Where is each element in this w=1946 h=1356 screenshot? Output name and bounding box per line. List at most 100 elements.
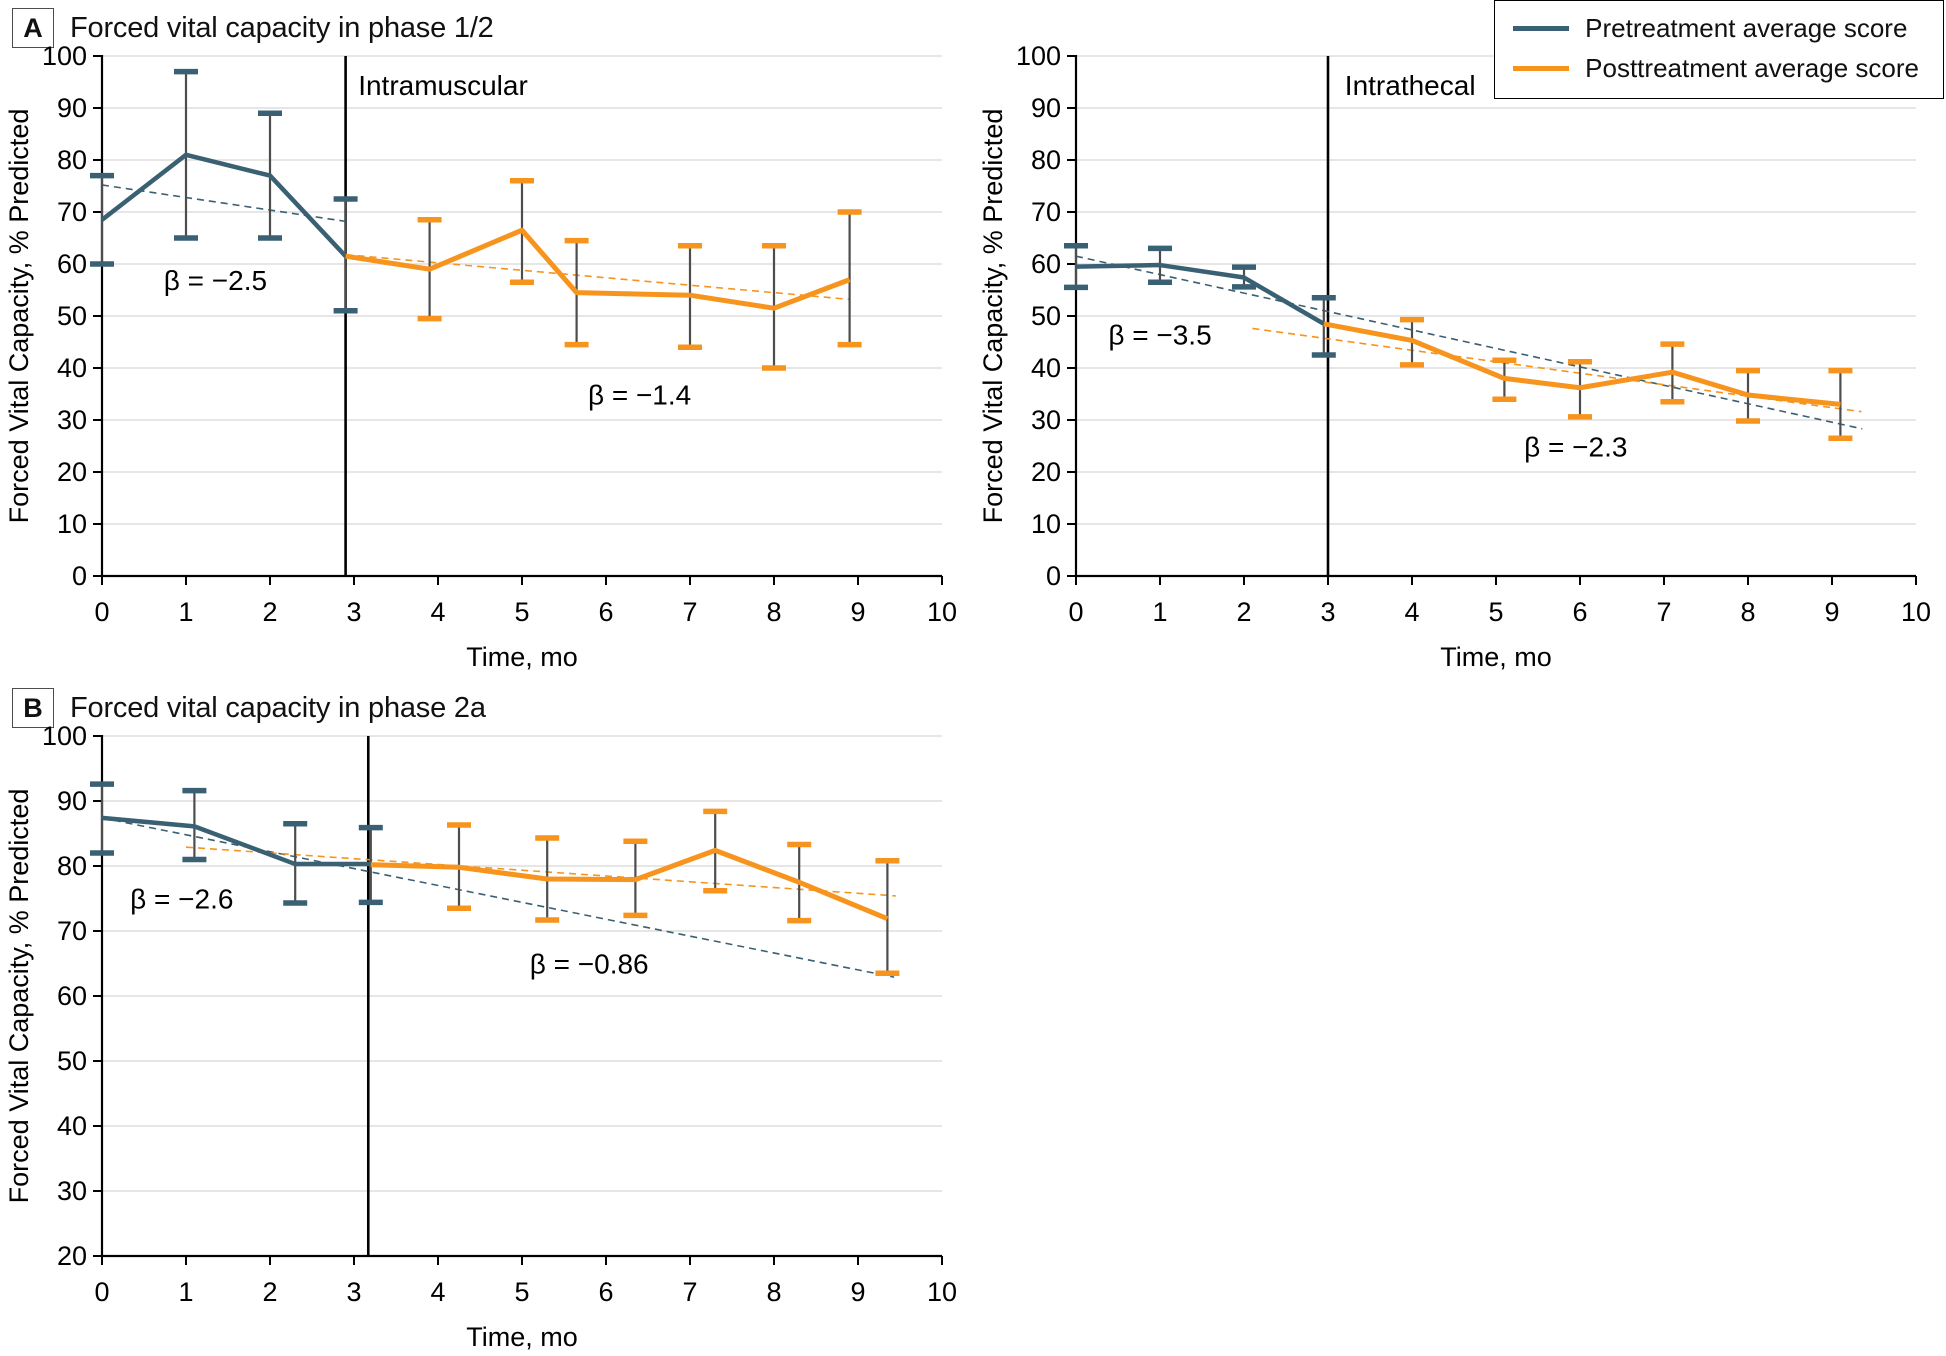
x-tick-label: 3 [346, 597, 361, 627]
y-tick-label: 20 [1031, 457, 1061, 487]
x-tick-label: 10 [1901, 597, 1931, 627]
legend: Pretreatment average score Posttreatment… [1494, 0, 1944, 99]
y-tick-label: 40 [57, 353, 87, 383]
series-line-posttreatment [345, 227, 851, 311]
beta-annotation: β = −2.5 [164, 265, 267, 296]
x-axis-label: Time, mo [466, 642, 578, 672]
panel-a-title: Forced vital capacity in phase 1/2 [70, 11, 494, 44]
chart-svg-phase12-intramuscular: 0 10 20 30 40 50 60 70 80 90 100 0 1 2 3 4 5 6 7 8 9 10 Forced… [4, 41, 957, 672]
y-tick-label: 40 [57, 1111, 87, 1141]
x-tick-label: 2 [1236, 597, 1251, 627]
x-tick-label: 6 [598, 597, 613, 627]
x-tick-label: 3 [1320, 597, 1335, 627]
y-tick-label: 90 [1031, 93, 1061, 123]
y-tick-label: 80 [1031, 145, 1061, 175]
panel-b-title: Forced vital capacity in phase 2a [70, 691, 486, 724]
beta-annotation: β = −3.5 [1108, 320, 1211, 351]
x-tick-label: 9 [850, 597, 865, 627]
beta-annotation: β = −1.4 [588, 379, 691, 410]
x-tick-label: 0 [1068, 597, 1083, 627]
x-tick-label: 1 [178, 1277, 193, 1307]
y-tick-label: 30 [57, 1176, 87, 1206]
y-tick-label: 80 [57, 145, 87, 175]
x-tick-label: 5 [514, 1277, 529, 1307]
x-tick-label: 8 [1740, 597, 1755, 627]
y-tick-label: 50 [57, 301, 87, 331]
y-axis-label: Forced Vital Capacity, % Predicted [978, 109, 1008, 524]
x-tick-label: 6 [598, 1277, 613, 1307]
group-label: Intrathecal [1345, 70, 1476, 101]
trend-line-post [185, 846, 896, 897]
x-tick-label: 9 [1824, 597, 1839, 627]
chart-phase2a: 20 30 40 50 60 70 80 90 100 0 1 2 3 4 5 6 7 8 9 10 Forced Vi… [2, 716, 970, 1356]
y-tick-label: 0 [1046, 561, 1061, 591]
x-axis-label: Time, mo [466, 1322, 578, 1352]
trend-line-post [1252, 327, 1862, 413]
x-tick-label: 5 [514, 597, 529, 627]
trend-line-pre [1075, 255, 1863, 430]
y-tick-label: 10 [57, 509, 87, 539]
y-tick-label: 20 [57, 457, 87, 487]
x-tick-label: 6 [1572, 597, 1587, 627]
x-tick-label: 2 [262, 597, 277, 627]
x-tick-label: 3 [346, 1277, 361, 1307]
legend-label-posttreatment: Posttreatment average score [1585, 53, 1919, 83]
y-tick-label: 100 [42, 721, 87, 751]
x-tick-label: 7 [1656, 597, 1671, 627]
beta-annotation: β = −0.86 [530, 948, 649, 979]
y-tick-label: 70 [1031, 197, 1061, 227]
panel-a-header: A Forced vital capacity in phase 1/2 [12, 8, 494, 48]
x-tick-label: 4 [430, 597, 445, 627]
y-tick-label: 0 [72, 561, 87, 591]
series-line-pretreatment [100, 152, 348, 258]
y-tick-label: 50 [57, 1046, 87, 1076]
series-line-pretreatment [101, 815, 371, 867]
group-label: Intramuscular [358, 70, 528, 101]
series-line-posttreatment [370, 847, 889, 921]
y-tick-label: 60 [57, 981, 87, 1011]
beta-annotation: β = −2.6 [130, 883, 233, 914]
x-tick-label: 10 [927, 1277, 957, 1307]
series-line-posttreatment [1323, 321, 1841, 407]
posttreatment-line-swatch [1513, 66, 1570, 71]
y-tick-label: 10 [1031, 509, 1061, 539]
x-tick-label: 5 [1488, 597, 1503, 627]
y-tick-label: 60 [57, 249, 87, 279]
trend-line-pre [101, 817, 895, 978]
x-tick-label: 4 [1404, 597, 1419, 627]
y-tick-label: 100 [1016, 41, 1061, 71]
x-tick-label: 0 [94, 1277, 109, 1307]
y-tick-label: 20 [57, 1241, 87, 1271]
x-tick-label: 1 [178, 597, 193, 627]
x-axis-label: Time, mo [1440, 642, 1552, 672]
y-axis-label: Forced Vital Capacity, % Predicted [4, 789, 34, 1204]
chart-svg-phase2a: 20 30 40 50 60 70 80 90 100 0 1 2 3 4 5 6 7 8 9 10 Forced Vi… [4, 721, 957, 1352]
y-tick-label: 90 [57, 93, 87, 123]
y-tick-label: 30 [1031, 405, 1061, 435]
legend-item-posttreatment: Posttreatment average score [1513, 53, 1919, 84]
x-tick-label: 0 [94, 597, 109, 627]
chart-svg-phase12-intrathecal: 0 10 20 30 40 50 60 70 80 90 100 0 1 2 3 4 5 6 7 8 9 10 Forced… [978, 41, 1931, 672]
y-tick-label: 80 [57, 851, 87, 881]
y-tick-label: 60 [1031, 249, 1061, 279]
y-axis-label: Forced Vital Capacity, % Predicted [4, 109, 34, 524]
x-tick-label: 1 [1152, 597, 1167, 627]
y-tick-label: 50 [1031, 301, 1061, 331]
y-tick-label: 90 [57, 786, 87, 816]
legend-item-pretreatment: Pretreatment average score [1513, 13, 1919, 44]
x-tick-label: 9 [850, 1277, 865, 1307]
x-tick-label: 4 [430, 1277, 445, 1307]
panel-a-badge: A [12, 8, 54, 48]
y-tick-label: 100 [42, 41, 87, 71]
legend-label-pretreatment: Pretreatment average score [1585, 13, 1908, 43]
x-tick-label: 7 [682, 1277, 697, 1307]
x-tick-label: 8 [766, 1277, 781, 1307]
x-tick-label: 10 [927, 597, 957, 627]
y-tick-label: 30 [57, 405, 87, 435]
chart-phase12-intramuscular: 0 10 20 30 40 50 60 70 80 90 100 0 1 2 3 4 5 6 7 8 9 10 Forced… [2, 36, 970, 681]
chart-phase12-intrathecal: 0 10 20 30 40 50 60 70 80 90 100 0 1 2 3 4 5 6 7 8 9 10 Forced… [976, 36, 1944, 681]
panel-b-header: B Forced vital capacity in phase 2a [12, 688, 486, 728]
series-line-pretreatment [1075, 262, 1325, 326]
pretreatment-line-swatch [1513, 26, 1570, 31]
y-tick-label: 70 [57, 197, 87, 227]
